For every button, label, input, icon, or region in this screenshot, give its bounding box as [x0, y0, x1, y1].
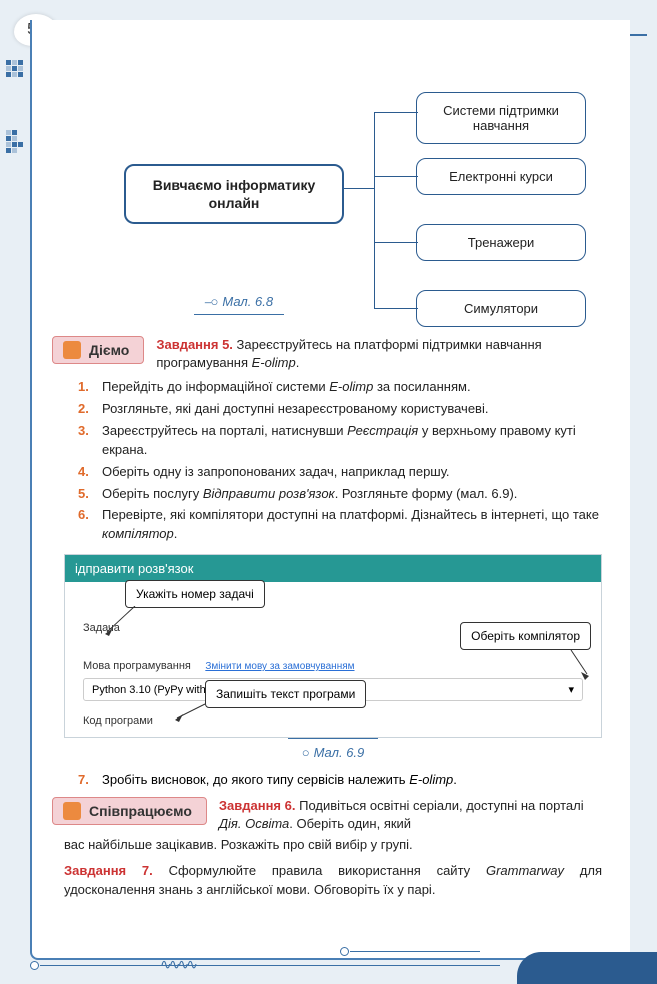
page-content: Вивчаємо інформатику онлайн Системи підт…	[30, 20, 630, 960]
step-text: Оберіть послугу Відправити розв'язок. Ро…	[102, 485, 602, 504]
section-tag: Діємо	[52, 336, 144, 364]
footer-circle-icon	[30, 961, 39, 970]
caption-underline	[194, 314, 284, 315]
footer-line	[350, 951, 480, 952]
form-link[interactable]: Змінити мову за замовчуванням	[205, 661, 354, 672]
task-7-para: Завдання 7. Сформулюйте правила використ…	[64, 862, 602, 900]
diagram-node: Симулятори	[416, 290, 586, 327]
task-label: Завдання 5.	[156, 337, 233, 352]
step-text: Розгляньте, які дані доступні незареєстр…	[102, 400, 602, 419]
callout: Укажіть номер задачі	[125, 580, 265, 608]
form-field-label: Мова програмування	[83, 660, 191, 672]
caption-underline	[288, 738, 378, 739]
chevron-down-icon: ▾	[568, 683, 574, 696]
callout-arrow	[173, 692, 213, 722]
figure-caption: ⎯○Мал. 6.8	[204, 294, 273, 310]
callout-arrow	[511, 650, 591, 680]
task-label: Завдання 6.	[219, 798, 296, 813]
step-text: Перевірте, які компілятори доступні на п…	[102, 506, 602, 544]
footer-line	[40, 965, 500, 966]
form-field-label: Код програми	[83, 715, 583, 727]
section-tag: Співпрацюємо	[52, 797, 207, 825]
diagram-center-node: Вивчаємо інформатику онлайн	[124, 164, 344, 224]
figure-caption: ○Мал. 6.9	[64, 745, 602, 760]
decorative-squares	[6, 60, 28, 77]
form-header: ідправити розв'язок	[65, 555, 601, 582]
diagram: Вивчаємо інформатику онлайн Системи підт…	[64, 70, 602, 330]
diagram-node: Системи підтримки навчання	[416, 92, 586, 144]
section-diemo: Діємо Завдання 5. Зареєструйтесь на плат…	[64, 336, 602, 372]
diagram-node: Тренажери	[416, 224, 586, 261]
footer-bar	[517, 952, 657, 984]
numbered-steps: 1.Перейдіть до інформаційної системи E-o…	[78, 378, 602, 544]
footer-coil-icon: ∿∿∿∿	[160, 956, 195, 973]
step-text: Перейдіть до інформаційної системи E-oli…	[102, 378, 602, 397]
callout: Оберіть компілятор	[460, 622, 591, 650]
callout-arrow	[105, 606, 145, 636]
step-text: Зареєструйтесь на порталі, натиснувши Ре…	[102, 422, 602, 460]
step-7: 7. Зробіть висновок, до якого типу серві…	[78, 772, 602, 787]
callout: Запишіть текст програми	[205, 680, 366, 708]
step-text: Оберіть одну із запропонованих задач, на…	[102, 463, 602, 482]
section-cooperate: Співпрацюємо Завдання 6. Подивіться осві…	[64, 797, 602, 833]
task-text-cont: вас найбільше зацікавив. Розкажіть про с…	[64, 836, 602, 855]
footer-circle-icon	[340, 947, 349, 956]
diagram-node: Електронні курси	[416, 158, 586, 195]
form-screenshot: ідправити розв'язок Укажіть номер задачі…	[64, 554, 602, 738]
decorative-squares	[6, 130, 28, 153]
